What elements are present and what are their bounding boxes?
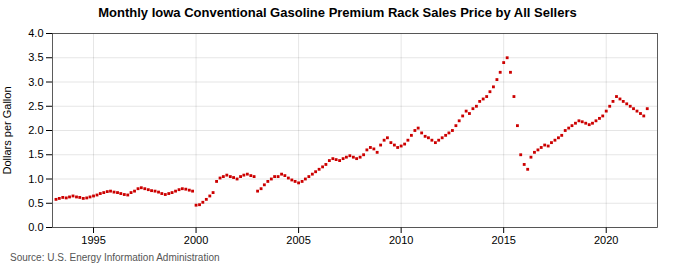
svg-text:4.0: 4.0 [28,27,43,39]
svg-text:2.5: 2.5 [28,100,43,112]
svg-text:2010: 2010 [389,234,413,246]
svg-text:0.0: 0.0 [28,221,43,233]
svg-text:2020: 2020 [594,234,618,246]
svg-text:1995: 1995 [81,234,105,246]
svg-text:2000: 2000 [184,234,208,246]
html-text:Monthly Iowa Conventional Gaso: Monthly Iowa Conventional Gasoline Premi… [98,5,577,20]
svg-text:2.0: 2.0 [28,124,43,136]
html-text:Source: U.S. Energy Informatio: Source: U.S. Energy Information Administ… [10,252,220,263]
svg-text:0.5: 0.5 [28,197,43,209]
svg-text:Dollars per Gallon: Dollars per Gallon [1,86,13,174]
svg-text:3.0: 3.0 [28,76,43,88]
svg-text:2005: 2005 [286,234,310,246]
svg-text:3.5: 3.5 [28,51,43,63]
svg-text:2015: 2015 [491,234,515,246]
svg-text:1.5: 1.5 [28,148,43,160]
svg-text:1.0: 1.0 [28,173,43,185]
